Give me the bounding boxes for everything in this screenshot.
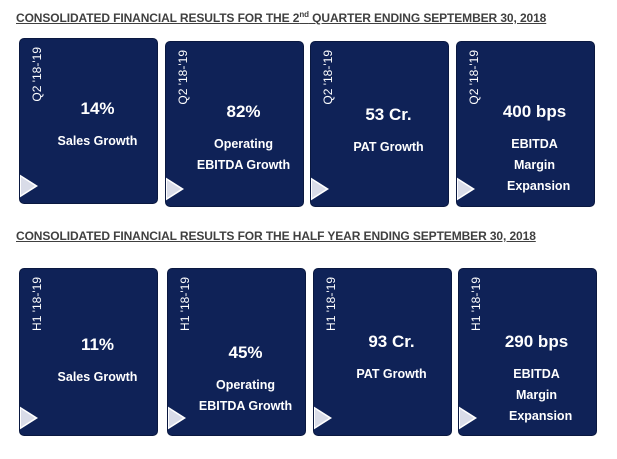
metric-label: PAT Growth [353,140,424,154]
half-year-pat-growth-card: H1 '18-'19 93 Cr. PAT Growth [313,268,452,436]
quarter-ebitda-margin-card: Q2 '18-'19 400 bps EBITDA Margin Expansi… [456,41,595,207]
metric-value: 11% [80,335,115,354]
metric-label: PAT Growth [356,367,427,381]
metric-value: 400 bps [502,102,567,121]
period-label: Q2 '18-'19 [176,50,190,105]
arrow-icon [457,177,475,201]
half-year-ebitda-margin-card: H1 '18-'19 290 bps EBITDA Margin Expansi… [458,268,597,436]
period-label: H1 '18-'19 [178,277,192,331]
arrow-icon [314,406,332,430]
arrow-icon [20,174,38,198]
period-label: Q2 '18-'19 [30,47,44,102]
metric-value: 93 Cr. [368,332,415,351]
metric-label: Sales Growth [57,370,138,384]
arrow-icon [311,177,329,201]
metric-label: EBITDA Margin Expansion [507,137,571,193]
arrow-icon [166,177,184,201]
quarter-sales-growth-card: Q2 '18-'19 14% Sales Growth [19,38,158,204]
quarter-title-end: QUARTER ENDING SEPTEMBER 30, 2018 [308,11,547,25]
metric-value: 45% [228,343,263,362]
metric-value: 290 bps [504,332,569,351]
period-label: H1 '18-'19 [469,277,483,331]
period-label: Q2 '18-'19 [321,50,335,105]
quarter-section-title: CONSOLIDATED FINANCIAL RESULTS FOR THE 2… [16,10,547,26]
metric-label: Operating EBITDA Growth [196,137,291,172]
arrow-icon [20,406,38,430]
half-year-sales-growth-card: H1 '18-'19 11% Sales Growth [19,268,158,436]
quarter-title-superscript: nd [299,10,309,19]
arrow-icon [459,406,477,430]
quarter-pat-growth-card: Q2 '18-'19 53 Cr. PAT Growth [310,41,449,207]
quarter-operating-ebitda-card: Q2 '18-'19 82% Operating EBITDA Growth [165,41,304,207]
metric-label: Operating EBITDA Growth [198,378,293,413]
metric-value: 53 Cr. [365,105,412,124]
period-label: H1 '18-'19 [324,277,338,331]
quarter-title-start: CONSOLIDATED FINANCIAL RESULTS FOR THE 2 [16,11,300,25]
half-year-section-title: CONSOLIDATED FINANCIAL RESULTS FOR THE H… [16,229,536,243]
period-label: H1 '18-'19 [30,277,44,331]
metric-value: 14% [80,99,115,118]
metric-label: EBITDA Margin Expansion [509,367,573,423]
half-year-operating-ebitda-card: H1 '18-'19 45% Operating EBITDA Growth [167,268,306,436]
metric-label: Sales Growth [57,134,138,148]
arrow-icon [168,406,186,430]
period-label: Q2 '18-'19 [467,50,481,105]
metric-value: 82% [226,102,261,121]
